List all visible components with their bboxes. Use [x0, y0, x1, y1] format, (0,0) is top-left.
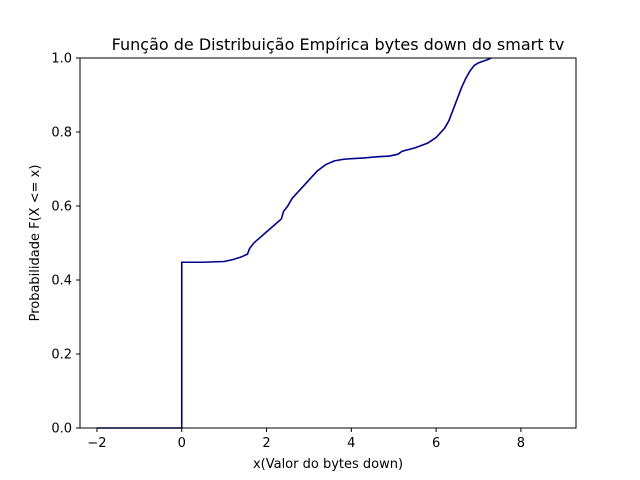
x-tick-label: 0 [178, 436, 186, 451]
x-tick-label: 6 [432, 436, 440, 451]
y-tick-label: 0.6 [51, 200, 72, 215]
chart-title: Função de Distribuição Empírica bytes do… [112, 35, 565, 54]
y-axis: 0.0 0.2 0.4 0.6 0.8 1.0 [51, 52, 80, 437]
y-tick-label: 1.0 [51, 52, 72, 67]
y-tick-label: 0.0 [51, 422, 72, 437]
y-tick-label: 0.4 [51, 274, 72, 289]
x-tick-label: 8 [517, 436, 525, 451]
x-tick-label: −2 [87, 436, 106, 451]
ecdf-line-0 [96, 57, 492, 429]
x-axis-title: x(Valor do bytes down) [253, 457, 403, 472]
plot-frame [79, 57, 577, 429]
plot-area [96, 57, 492, 429]
y-axis-title: Probabilidade F(X <= x) [28, 165, 43, 322]
y-tick-label: 0.2 [51, 348, 72, 363]
x-axis: −2 0 2 4 6 8 [87, 428, 525, 451]
y-tick-label: 0.8 [51, 126, 72, 141]
x-tick-label: 2 [262, 436, 270, 451]
x-tick-label: 4 [347, 436, 355, 451]
